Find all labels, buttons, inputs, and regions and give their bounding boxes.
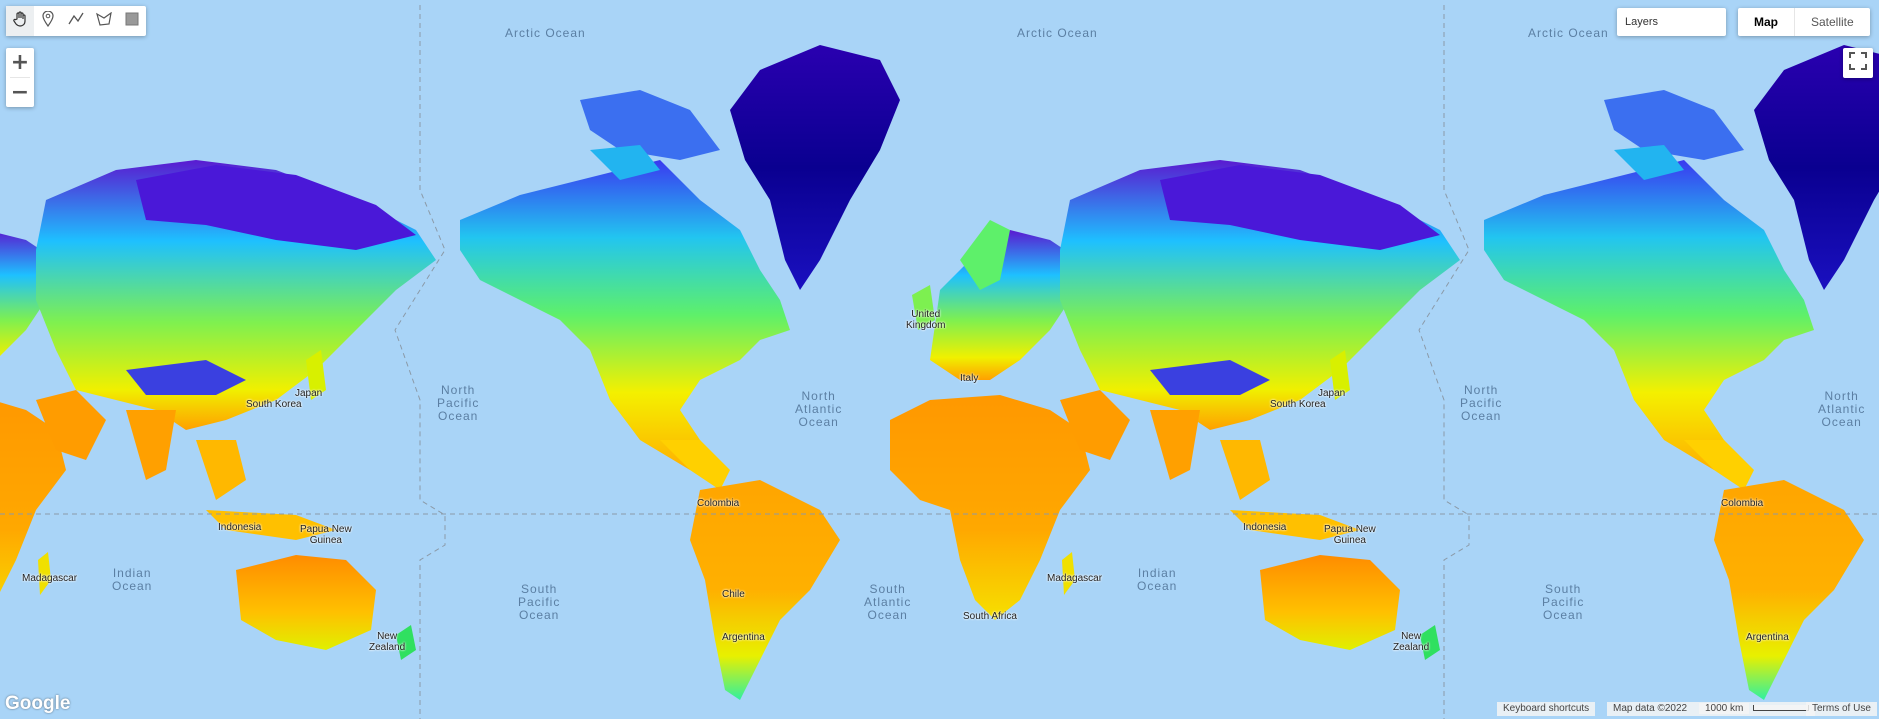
zoom-in-button[interactable]: +	[10, 50, 30, 75]
zoom-control: + −	[6, 48, 34, 107]
hand-icon	[12, 10, 28, 32]
country-label: South Africa	[963, 611, 1017, 622]
map-footer: Keyboard shortcuts	[1497, 702, 1596, 716]
google-logo: Google	[5, 693, 71, 714]
ocean-label-arctic: Arctic Ocean	[1017, 26, 1098, 40]
country-label: South Korea	[1270, 399, 1326, 410]
map-type-satellite-button[interactable]: Satellite	[1811, 15, 1854, 29]
ocean-label-north-pacific: North Pacific Ocean	[1460, 383, 1503, 423]
ocean-label-south-pacific: South Pacific Ocean	[518, 582, 561, 622]
map-footer-scale: 1000 km	[1693, 702, 1816, 716]
ocean-label-north-atlantic: North Atlantic Ocean	[1818, 389, 1866, 429]
country-label: Colombia	[697, 498, 740, 509]
country-label: South Korea	[246, 399, 302, 410]
ocean-label-arctic: Arctic Ocean	[1528, 26, 1609, 40]
polyline-tool-button[interactable]	[62, 6, 90, 36]
drawing-toolbar	[6, 6, 146, 36]
polygon-icon	[96, 11, 112, 31]
polyline-icon	[68, 12, 84, 31]
country-label: Italy	[960, 373, 979, 384]
country-label: Japan	[295, 388, 323, 399]
country-label: Argentina	[1746, 632, 1789, 643]
marker-tool-button[interactable]	[34, 6, 62, 36]
ocean-label-indian: Indian Ocean	[112, 566, 153, 593]
scale-control[interactable]: 1000 km	[1693, 702, 1816, 716]
map-footer-data: Map data ©2022	[1607, 702, 1694, 716]
fullscreen-icon	[1849, 51, 1867, 75]
country-label: Japan	[1318, 388, 1346, 399]
keyboard-shortcuts-link[interactable]: Keyboard shortcuts	[1497, 702, 1596, 716]
country-label: Colombia	[1721, 498, 1764, 509]
hand-tool-button[interactable]	[6, 6, 34, 36]
rectangle-icon	[125, 12, 139, 31]
map-type-map-button[interactable]: Map	[1738, 8, 1795, 36]
ocean-label-arctic: Arctic Ocean	[505, 26, 586, 40]
country-label: New Zealand	[369, 631, 406, 653]
country-label: United Kingdom	[906, 309, 946, 331]
fullscreen-button[interactable]	[1843, 48, 1873, 78]
rectangle-tool-button[interactable]	[118, 6, 146, 36]
country-label: Madagascar	[22, 573, 78, 584]
ocean-label-south-pacific: South Pacific Ocean	[1542, 582, 1585, 622]
country-label: Indonesia	[1243, 522, 1287, 533]
country-label: Papua New Guinea	[300, 524, 352, 546]
ocean-label-north-atlantic: North Atlantic Ocean	[795, 389, 843, 429]
country-label: Argentina	[722, 632, 765, 643]
country-label: Madagascar	[1047, 573, 1103, 584]
country-label: Papua New Guinea	[1324, 524, 1376, 546]
scale-label: 1000 km	[1699, 703, 1750, 714]
terms-of-use-link[interactable]: Terms of Use	[1806, 702, 1877, 716]
zoom-divider	[10, 77, 30, 78]
layers-button[interactable]: Layers	[1617, 8, 1726, 36]
dateline-lines	[0, 5, 1879, 719]
map-footer-terms: Terms of Use	[1806, 702, 1877, 716]
layers-label: Layers	[1625, 16, 1659, 28]
ocean-label-south-atlantic: South Atlantic Ocean	[864, 582, 912, 622]
scale-bar	[1753, 705, 1810, 712]
map-type-control: Map Satellite	[1738, 8, 1870, 36]
polygon-tool-button[interactable]	[90, 6, 118, 36]
ocean-label-north-pacific: North Pacific Ocean	[437, 383, 480, 423]
zoom-out-button[interactable]: −	[10, 80, 30, 105]
map-data-attribution: Map data ©2022	[1607, 702, 1694, 716]
ocean-label-indian: Indian Ocean	[1137, 566, 1178, 593]
country-label: New Zealand	[1393, 631, 1430, 653]
marker-icon	[41, 9, 55, 32]
country-label: Indonesia	[218, 522, 262, 533]
country-label: Chile	[722, 589, 745, 600]
